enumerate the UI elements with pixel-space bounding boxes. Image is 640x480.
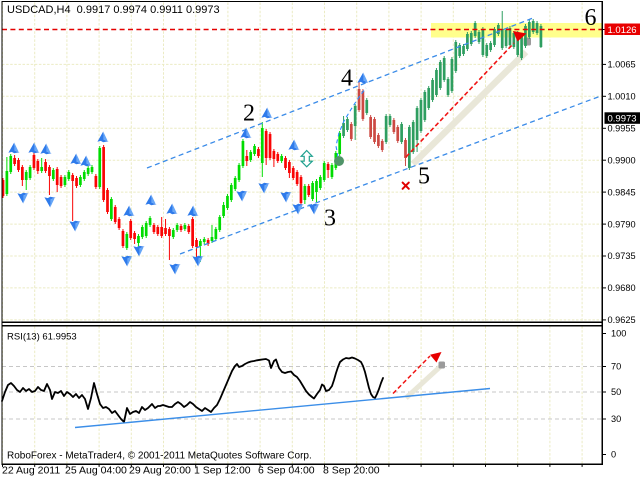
svg-text:50: 50 [611, 387, 621, 397]
svg-text:0.9790: 0.9790 [608, 219, 636, 229]
svg-text:0.9625: 0.9625 [608, 315, 636, 325]
svg-text:100: 100 [611, 329, 626, 339]
svg-text:0.9680: 0.9680 [608, 283, 636, 293]
svg-text:5: 5 [418, 164, 430, 190]
svg-text:3: 3 [324, 206, 336, 232]
svg-text:30: 30 [611, 414, 621, 424]
svg-text:RSI(13) 61.9953: RSI(13) 61.9953 [7, 332, 77, 343]
svg-text:0.9845: 0.9845 [608, 187, 636, 197]
svg-text:4: 4 [341, 66, 353, 92]
svg-text:1.0126: 1.0126 [608, 25, 637, 36]
svg-text:RoboForex - MetaTrader4, © 200: RoboForex - MetaTrader4, © 2001-2011 Met… [7, 451, 312, 462]
svg-text:0.9973: 0.9973 [608, 114, 637, 125]
svg-text:1 Sep 12:00: 1 Sep 12:00 [194, 464, 251, 476]
svg-text:0.9955: 0.9955 [608, 124, 636, 134]
svg-text:70: 70 [611, 362, 621, 372]
svg-text:29 Aug 20:00: 29 Aug 20:00 [129, 464, 191, 476]
svg-text:22 Aug 2011: 22 Aug 2011 [2, 464, 60, 476]
svg-text:25 Aug 04:00: 25 Aug 04:00 [65, 464, 127, 476]
svg-text:1.0065: 1.0065 [608, 60, 636, 70]
svg-text:8 Sep 20:00: 8 Sep 20:00 [323, 464, 380, 476]
svg-text:0.9735: 0.9735 [608, 251, 636, 261]
svg-text:6 Sep 04:00: 6 Sep 04:00 [258, 464, 315, 476]
svg-text:USDCAD,H4 0.9917 0.9974 0.991: USDCAD,H4 0.9917 0.9974 0.9911 0.9973 [7, 4, 220, 16]
svg-text:6: 6 [585, 5, 597, 31]
svg-text:1.0010: 1.0010 [608, 92, 636, 102]
svg-text:0: 0 [611, 450, 616, 460]
svg-text:0.9900: 0.9900 [608, 155, 636, 165]
svg-text:2: 2 [243, 101, 255, 127]
